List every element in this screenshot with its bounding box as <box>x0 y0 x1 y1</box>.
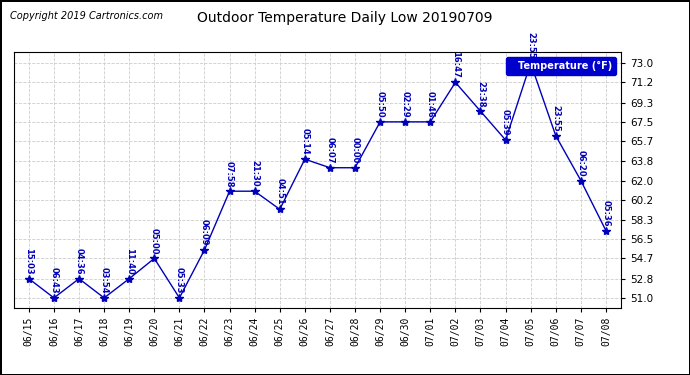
Text: 03:54: 03:54 <box>99 267 108 294</box>
Text: 05:33: 05:33 <box>175 267 184 294</box>
Text: 01:46: 01:46 <box>426 91 435 118</box>
Text: 23:38: 23:38 <box>476 81 485 107</box>
Text: 06:20: 06:20 <box>576 150 585 176</box>
Text: 00:00: 00:00 <box>351 137 359 164</box>
Text: 16:47: 16:47 <box>451 51 460 78</box>
Text: 06:07: 06:07 <box>326 137 335 164</box>
Text: 06:09: 06:09 <box>200 219 209 246</box>
Text: 05:39: 05:39 <box>501 110 510 136</box>
Text: 11:40: 11:40 <box>125 248 134 274</box>
Text: 05:36: 05:36 <box>602 200 611 226</box>
Text: 05:00: 05:00 <box>150 228 159 254</box>
Text: 21:30: 21:30 <box>250 160 259 187</box>
Text: 05:50: 05:50 <box>375 91 384 118</box>
Text: 04:36: 04:36 <box>75 248 83 274</box>
Text: 15:03: 15:03 <box>24 248 33 274</box>
Text: 05:14: 05:14 <box>300 128 309 155</box>
Text: Copyright 2019 Cartronics.com: Copyright 2019 Cartronics.com <box>10 11 164 21</box>
Text: 23:55: 23:55 <box>526 32 535 59</box>
Text: 02:29: 02:29 <box>401 91 410 118</box>
Text: 23:55: 23:55 <box>551 105 560 132</box>
Text: Outdoor Temperature Daily Low 20190709: Outdoor Temperature Daily Low 20190709 <box>197 11 493 25</box>
Legend: Temperature (°F): Temperature (°F) <box>506 57 616 75</box>
Text: 06:43: 06:43 <box>50 267 59 294</box>
Text: 07:58: 07:58 <box>225 160 234 187</box>
Text: 04:51: 04:51 <box>275 178 284 205</box>
